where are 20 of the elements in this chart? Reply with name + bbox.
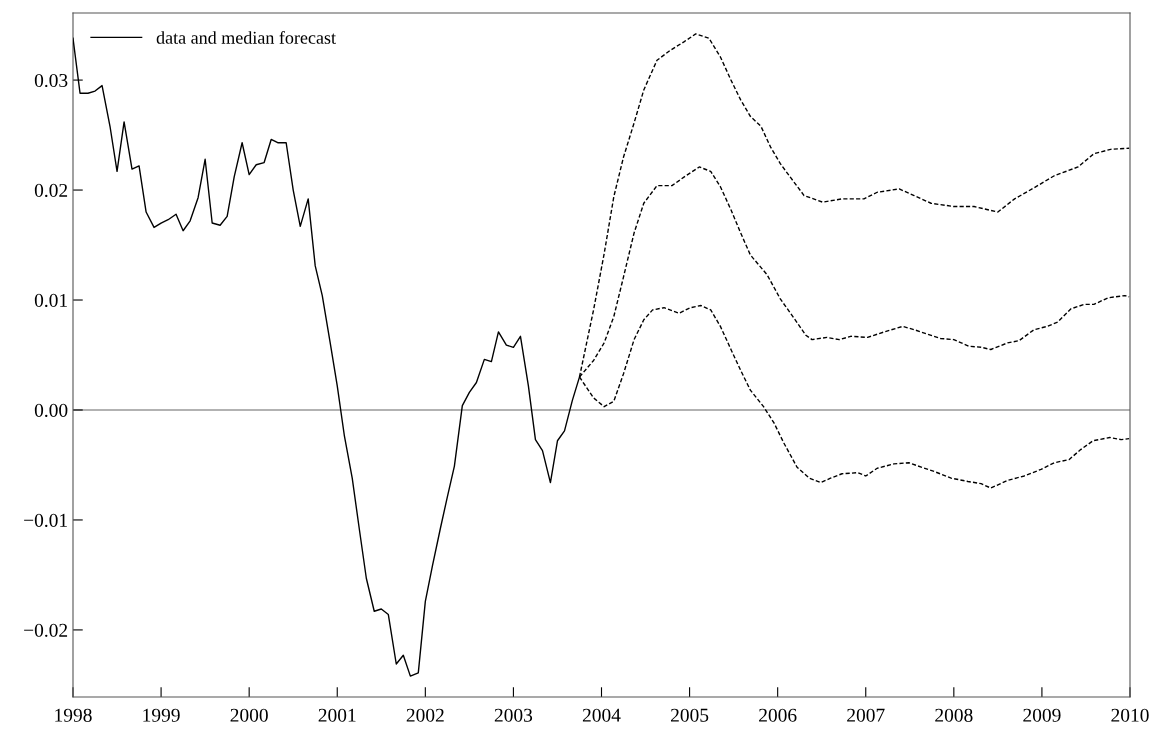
x-tick-label: 1998 bbox=[55, 708, 92, 722]
x-tick-label: 2006 bbox=[759, 708, 797, 722]
x-tick-label: 2005 bbox=[670, 708, 709, 722]
x-tick-label: 2001 bbox=[318, 708, 356, 722]
y-tick-label: −0.02 bbox=[24, 623, 68, 637]
x-tick-label: 1999 bbox=[143, 708, 180, 722]
x-tick-label: 2002 bbox=[406, 708, 444, 722]
x-tick-label: 2003 bbox=[494, 708, 533, 722]
x-tick-label: 2004 bbox=[582, 708, 621, 722]
x-tick-label: 2008 bbox=[935, 708, 973, 722]
y-tick-label: 0.01 bbox=[34, 293, 67, 308]
y-tick-label: 0.00 bbox=[34, 403, 68, 418]
x-tick-label: 2010 bbox=[1111, 708, 1149, 722]
x-tick-label: 2000 bbox=[230, 708, 268, 722]
x-tick-label: 2009 bbox=[1023, 708, 1061, 722]
x-tick-label: 2007 bbox=[847, 708, 885, 722]
legend-label: data and median forecast bbox=[156, 30, 336, 44]
y-tick-label: −0.01 bbox=[24, 513, 67, 527]
y-tick-label: 0.03 bbox=[34, 73, 68, 88]
y-tick-label: 0.02 bbox=[34, 183, 68, 198]
